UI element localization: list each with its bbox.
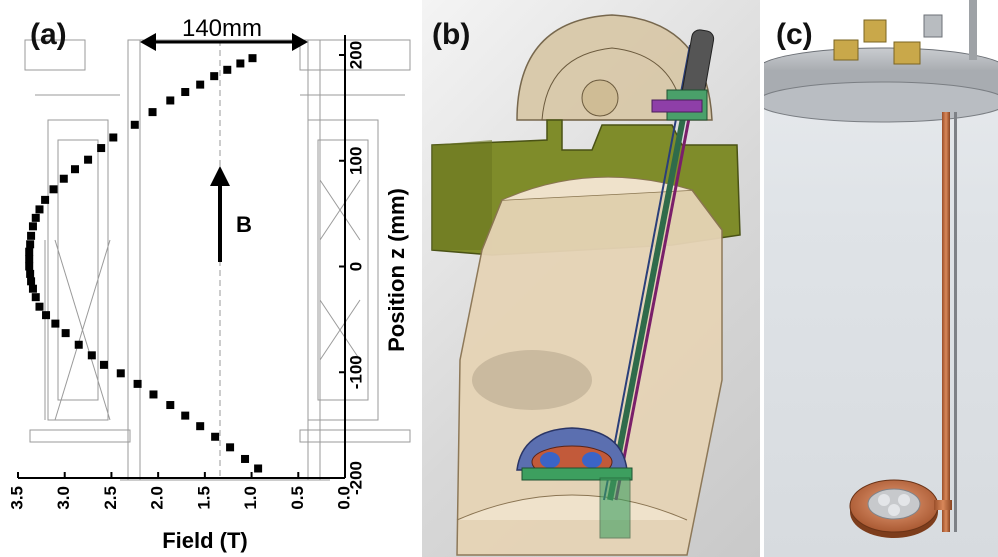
data-point	[26, 269, 35, 278]
chart-marks	[25, 54, 263, 473]
data-point	[42, 311, 51, 320]
data-point	[27, 277, 36, 286]
data-point	[28, 284, 37, 293]
data-point	[41, 195, 50, 204]
data-point	[31, 293, 40, 302]
data-point	[166, 96, 175, 105]
x-tick-label: 0.5	[288, 486, 307, 510]
data-point	[236, 59, 245, 68]
data-point	[241, 454, 250, 463]
y-tick-label: -100	[346, 355, 365, 389]
data-point	[148, 108, 157, 117]
panel-a-field-profile: 3.5 3.0 2.5 2.0 1.5 1.0 0.5 0.0 -200 -100 0 100 200 F…	[0, 0, 420, 557]
width-label: 140mm	[182, 15, 262, 42]
data-point	[116, 369, 125, 378]
data-point	[248, 54, 257, 63]
data-point	[181, 411, 190, 420]
data-point	[87, 351, 96, 360]
width-arrow-left-head	[140, 33, 156, 51]
chart-axes: 3.5 3.0 2.5 2.0 1.5 1.0 0.5 0.0-200 -100 0 100 200 F…	[7, 35, 409, 553]
data-point	[25, 262, 34, 271]
data-point	[84, 155, 93, 164]
x-tick-label: 0.0	[334, 486, 353, 510]
y-tick-label: 200	[346, 41, 365, 69]
data-point	[25, 255, 34, 264]
data-point	[27, 231, 36, 240]
data-point	[133, 379, 142, 388]
data-point	[211, 432, 220, 441]
data-point	[31, 213, 40, 222]
data-point	[196, 80, 205, 89]
field-arrow-head	[210, 166, 230, 186]
data-point	[196, 422, 205, 431]
sample-holder-photo	[764, 0, 998, 538]
data-point	[59, 174, 68, 183]
data-point	[109, 133, 118, 142]
field-profile-chart: 3.5 3.0 2.5 2.0 1.5 1.0 0.5 0.0-200 -100 0 100 200 F…	[7, 15, 411, 553]
panel-a-label: (a)	[30, 18, 67, 51]
magnet-drawing-background	[24, 39, 411, 481]
x-tick-label: 1.0	[241, 486, 260, 510]
x-tick-label: 1.5	[194, 486, 213, 510]
x-tick-label: 3.0	[54, 486, 73, 510]
data-point	[49, 185, 58, 194]
x-tick-label: 2.0	[148, 486, 167, 510]
x-axis-title: Field (T)	[162, 528, 248, 553]
data-point	[74, 340, 83, 349]
x-tick-label: 2.5	[101, 486, 120, 510]
data-point	[51, 319, 60, 328]
data-point	[70, 165, 79, 174]
data-point	[25, 247, 34, 256]
data-point	[35, 205, 44, 214]
data-point	[26, 240, 35, 249]
y-axis-title: Position z (mm)	[384, 188, 409, 352]
data-point	[130, 120, 139, 129]
data-point	[254, 464, 263, 473]
data-point	[28, 222, 37, 231]
panel-c-photo: (c)	[764, 0, 998, 557]
width-arrow-right-head	[292, 33, 308, 51]
y-tick-label: 100	[346, 147, 365, 175]
x-tick-label: 3.5	[7, 486, 26, 510]
panel-c-label: (c)	[776, 18, 813, 51]
data-point	[149, 390, 158, 399]
panel-b-label: (b)	[432, 18, 471, 51]
data-point	[223, 65, 232, 74]
y-tick-label: -200	[346, 461, 365, 495]
cad-cross-section-image	[431, 14, 741, 556]
data-point	[35, 302, 44, 311]
data-point	[210, 72, 219, 81]
data-point	[166, 401, 175, 410]
chart-annotations: 140mm B	[140, 15, 308, 262]
data-point	[226, 443, 235, 452]
y-tick-label: 0	[346, 262, 365, 271]
field-arrow-label: B	[236, 212, 252, 237]
panel-b-cad-render: (b)	[422, 0, 760, 557]
data-point	[61, 329, 70, 338]
data-point	[99, 360, 108, 369]
data-point	[181, 88, 190, 97]
data-point	[97, 144, 106, 153]
